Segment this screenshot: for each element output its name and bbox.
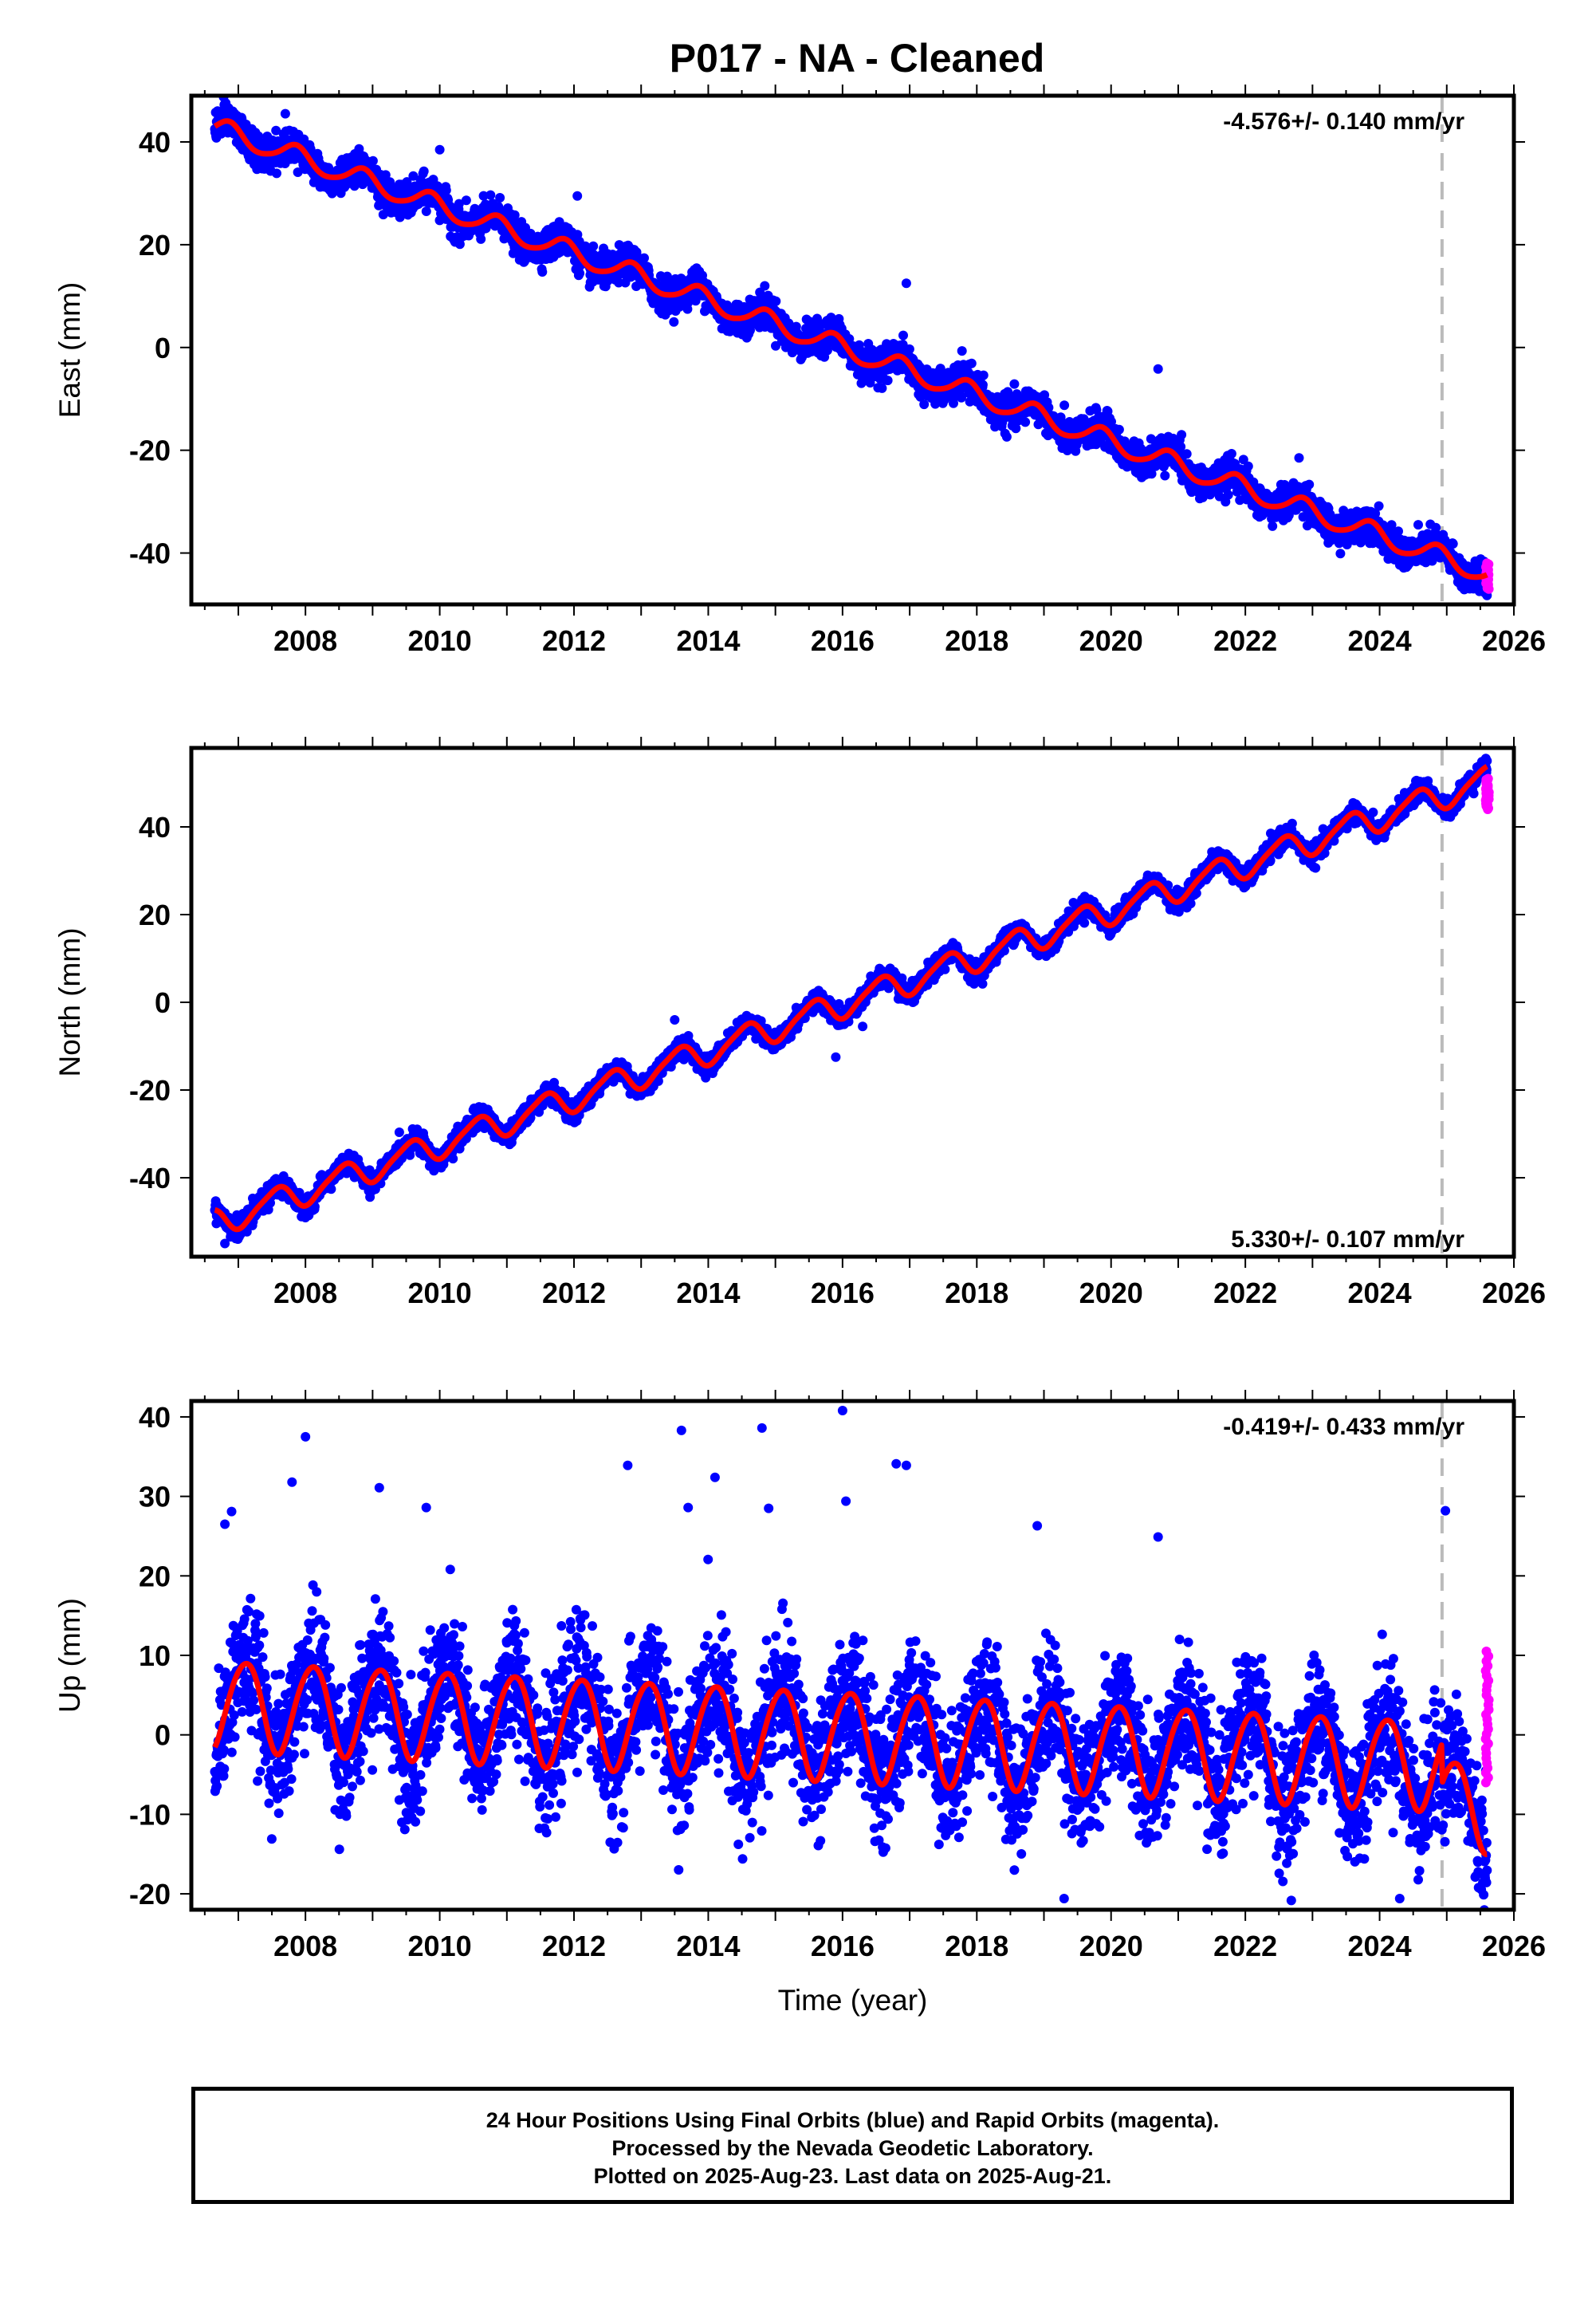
data-point (1181, 449, 1192, 459)
data-point (1009, 379, 1020, 389)
data-point (1482, 558, 1492, 569)
plot-area-east (210, 96, 1494, 604)
data-point (614, 277, 624, 288)
plot-area-north (210, 748, 1494, 1257)
data-point (1001, 431, 1012, 442)
data-point (434, 144, 445, 155)
y-tick-label: 0 (155, 332, 171, 364)
data-point (844, 334, 855, 344)
data-point (1059, 400, 1070, 411)
data-point (454, 239, 465, 250)
data-point (272, 168, 281, 179)
data-point (1177, 430, 1187, 440)
x-tick-label: 2014 (676, 624, 740, 657)
y-tick-label: 40 (139, 126, 171, 159)
x-tick-label: 2022 (1213, 624, 1277, 657)
panel-east: 2008 2010 2012 2014 2016 2018 2020 2022 2024 2026… (53, 85, 1546, 657)
x-tick-label: 2026 (1482, 624, 1546, 657)
rate-label: -4.576+/- 0.140 mm/yr (1223, 108, 1464, 135)
data-point (1335, 549, 1346, 559)
y-tick-label: -20 (129, 435, 171, 467)
data-point (478, 191, 489, 201)
data-point (280, 108, 290, 119)
data-point (575, 268, 585, 278)
data-point (898, 330, 908, 340)
data-point (525, 228, 536, 238)
data-point (1448, 539, 1458, 549)
x-tick-label: 2024 (1348, 624, 1412, 657)
data-point (1223, 490, 1233, 500)
data-point (669, 317, 679, 327)
data-point (1268, 521, 1278, 531)
y-tick-label: -40 (129, 537, 171, 570)
data-point (791, 321, 801, 332)
y-axis-label: East (mm) (53, 282, 86, 419)
x-tick-label: 2016 (811, 624, 875, 657)
data-point (1226, 449, 1236, 458)
data-point (495, 193, 505, 203)
data-point (419, 166, 429, 176)
final-orbit-points (210, 96, 1492, 600)
data-point (537, 267, 548, 277)
final-orbit-points (210, 754, 1492, 1249)
data-point (919, 399, 930, 410)
data-point (1304, 479, 1315, 490)
data-point (1374, 501, 1384, 511)
x-tick-label: 2010 (408, 624, 472, 657)
data-point (639, 253, 649, 263)
data-point (877, 383, 887, 393)
data-point (904, 344, 914, 354)
data-point (588, 241, 599, 251)
chart-title: P017 - NA - Cleaned (669, 36, 1045, 81)
data-point (271, 125, 281, 136)
data-point (1431, 522, 1441, 533)
data-point (883, 376, 893, 386)
data-point (509, 210, 520, 220)
x-tick-label: 2018 (945, 624, 1008, 657)
data-point (1243, 461, 1253, 471)
data-point (394, 1127, 404, 1137)
x-tick-label: 2020 (1079, 624, 1143, 657)
data-point (572, 191, 583, 201)
data-point (461, 195, 471, 206)
data-point (421, 207, 431, 216)
data-point (957, 346, 967, 356)
data-point (299, 134, 309, 144)
panel-north: 2008 2010 2012 2014 2016 2018 2020 2022 2024 2026… (53, 737, 1546, 1309)
data-point (454, 199, 464, 209)
data-point (760, 281, 770, 291)
data-point (978, 370, 989, 380)
y-tick-label: 20 (139, 229, 171, 262)
data-point (854, 340, 864, 350)
data-point (1114, 424, 1124, 435)
data-point (865, 378, 875, 388)
data-point (1020, 417, 1031, 427)
data-point (441, 185, 451, 195)
x-tick-label: 2008 (273, 624, 337, 657)
data-point (1294, 453, 1304, 463)
data-point (1413, 520, 1423, 530)
data-point (901, 278, 911, 289)
data-point (476, 234, 486, 244)
data-point (966, 358, 977, 368)
data-point (1153, 364, 1163, 374)
data-point (1160, 470, 1170, 481)
data-point (1394, 526, 1403, 537)
data-point (408, 171, 419, 181)
data-point (368, 155, 378, 166)
data-point (485, 190, 496, 200)
data-point (771, 296, 781, 306)
x-tick-label: 2012 (542, 624, 606, 657)
